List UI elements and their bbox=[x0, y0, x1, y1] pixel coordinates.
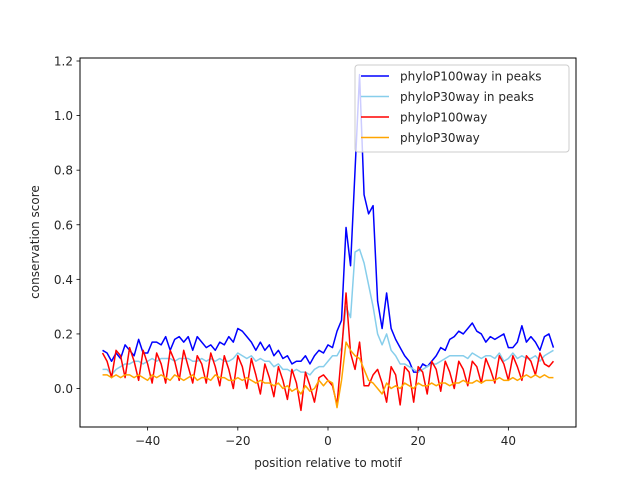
legend: phyloP100way in peaks phyloP30way in peak… bbox=[354, 64, 570, 153]
series-line-3 bbox=[102, 341, 554, 409]
y-tick-label: 0.0 bbox=[54, 382, 73, 396]
series-lines bbox=[101, 73, 555, 412]
y-tick-label: 0.8 bbox=[54, 164, 73, 178]
y-tick-label: 0.4 bbox=[54, 273, 73, 287]
legend-box bbox=[354, 64, 570, 153]
x-tick-label: −20 bbox=[225, 434, 250, 448]
x-tick-label: 0 bbox=[324, 434, 332, 448]
y-axis-label: conservation score bbox=[28, 185, 42, 299]
x-axis-label: position relative to motif bbox=[254, 456, 402, 470]
y-tick-label: 0.6 bbox=[54, 218, 73, 232]
legend-label-1: phyloP30way in peaks bbox=[400, 90, 534, 104]
y-tick-label: 0.2 bbox=[54, 327, 73, 341]
x-axis-ticks: −40 −20 0 20 40 bbox=[135, 427, 516, 448]
series-line-2 bbox=[101, 292, 555, 412]
series-line-1 bbox=[102, 248, 554, 376]
y-axis-ticks: 0.0 0.2 0.4 0.6 0.8 1.0 1.2 bbox=[54, 55, 80, 396]
legend-label-3: phyloP30way bbox=[400, 131, 480, 145]
x-tick-label: 40 bbox=[501, 434, 516, 448]
x-tick-label: −40 bbox=[135, 434, 160, 448]
legend-label-2: phyloP100way bbox=[400, 111, 487, 125]
legend-label-0: phyloP100way in peaks bbox=[400, 70, 542, 84]
series-line-0 bbox=[102, 73, 555, 373]
y-tick-label: 1.2 bbox=[54, 55, 73, 69]
x-tick-label: 20 bbox=[411, 434, 426, 448]
y-tick-label: 1.0 bbox=[54, 109, 73, 123]
